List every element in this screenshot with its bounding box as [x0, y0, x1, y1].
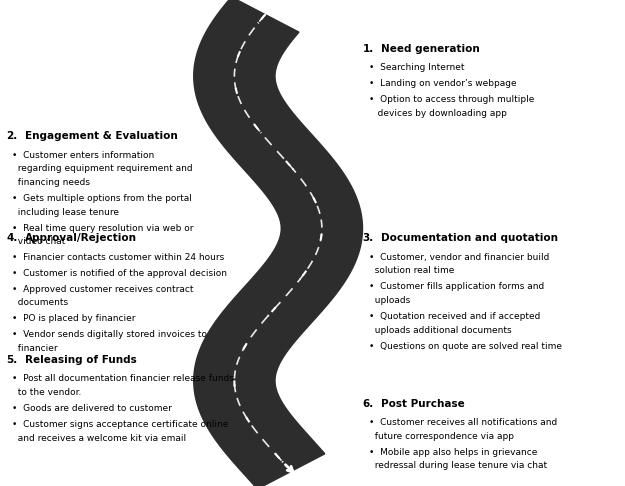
Text: •  Customer fills application forms and: • Customer fills application forms and: [369, 282, 544, 292]
Text: video chat: video chat: [12, 237, 66, 246]
Text: Post Purchase: Post Purchase: [381, 399, 465, 409]
Text: including lease tenure: including lease tenure: [12, 208, 119, 217]
Text: •  Questions on quote are solved real time: • Questions on quote are solved real tim…: [369, 342, 562, 351]
Text: to the vendor.: to the vendor.: [12, 388, 82, 397]
Text: •  Customer enters information: • Customer enters information: [12, 151, 155, 160]
Text: •  Goods are delivered to customer: • Goods are delivered to customer: [12, 404, 172, 413]
Text: •  Real time query resolution via web or: • Real time query resolution via web or: [12, 224, 194, 233]
Text: •  Customer is notified of the approval decision: • Customer is notified of the approval d…: [12, 269, 227, 278]
Polygon shape: [194, 0, 362, 486]
Text: redressal during lease tenure via chat: redressal during lease tenure via chat: [369, 461, 547, 470]
Text: 3.: 3.: [362, 233, 374, 243]
Text: solution real time: solution real time: [369, 266, 454, 276]
Text: future correspondence via app: future correspondence via app: [369, 432, 514, 441]
Text: •  Vendor sends digitally stored invoices to: • Vendor sends digitally stored invoices…: [12, 330, 208, 340]
Text: uploads additional documents: uploads additional documents: [369, 326, 511, 335]
Text: 2.: 2.: [6, 131, 18, 141]
Text: and receives a welcome kit via email: and receives a welcome kit via email: [12, 434, 187, 443]
Text: •  Customer, vendor and financier build: • Customer, vendor and financier build: [369, 253, 549, 262]
Text: •  Customer receives all notifications and: • Customer receives all notifications an…: [369, 418, 557, 427]
Text: uploads: uploads: [369, 296, 410, 305]
Text: Need generation: Need generation: [381, 44, 480, 54]
Text: •  Gets multiple options from the portal: • Gets multiple options from the portal: [12, 194, 192, 203]
Text: •  Financier contacts customer within 24 hours: • Financier contacts customer within 24 …: [12, 253, 225, 262]
Text: documents: documents: [12, 298, 69, 308]
Text: Approval/Rejection: Approval/Rejection: [25, 233, 137, 243]
Text: •  Post all documentation financier release funds: • Post all documentation financier relea…: [12, 374, 234, 383]
Text: •  PO is placed by financier: • PO is placed by financier: [12, 314, 136, 324]
Text: Releasing of Funds: Releasing of Funds: [25, 355, 137, 365]
Text: •  Mobile app also helps in grievance: • Mobile app also helps in grievance: [369, 448, 537, 457]
Text: devices by downloading app: devices by downloading app: [369, 109, 507, 118]
Text: Engagement & Evaluation: Engagement & Evaluation: [25, 131, 177, 141]
Text: 6.: 6.: [362, 399, 374, 409]
Text: financing needs: financing needs: [12, 178, 91, 187]
Text: 4.: 4.: [6, 233, 18, 243]
Text: 5.: 5.: [6, 355, 18, 365]
Text: 1.: 1.: [362, 44, 374, 54]
Text: •  Approved customer receives contract: • Approved customer receives contract: [12, 285, 194, 294]
Text: •  Searching Internet: • Searching Internet: [369, 63, 464, 72]
Text: •  Quotation received and if accepted: • Quotation received and if accepted: [369, 312, 540, 321]
Text: financier: financier: [12, 344, 58, 353]
Text: Documentation and quotation: Documentation and quotation: [381, 233, 558, 243]
Text: •  Landing on vendor’s webpage: • Landing on vendor’s webpage: [369, 79, 516, 88]
Text: regarding equipment requirement and: regarding equipment requirement and: [12, 164, 193, 174]
Text: •  Option to access through multiple: • Option to access through multiple: [369, 95, 534, 104]
Text: •  Customer signs acceptance certificate online: • Customer signs acceptance certificate …: [12, 420, 229, 429]
